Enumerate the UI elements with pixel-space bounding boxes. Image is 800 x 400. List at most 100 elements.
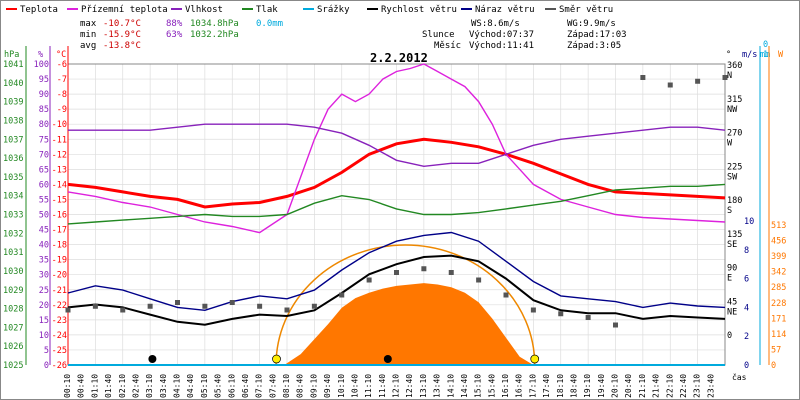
x-tick: 12:10 — [392, 374, 401, 398]
tick-pressure: 1037 — [3, 135, 23, 145]
tick-humidity: 60 — [39, 180, 49, 190]
x-tick: 01:40 — [104, 374, 113, 398]
x-tick: 09:10 — [309, 374, 318, 398]
tick-humidity: 40 — [39, 241, 49, 251]
tick-pressure: 1027 — [3, 323, 23, 333]
tick-temperature: -22 — [52, 301, 67, 311]
wind-direction-point — [394, 270, 399, 275]
wind-direction-point — [667, 82, 673, 88]
x-tick: 17:40 — [542, 374, 551, 398]
tick-pressure: 1032 — [3, 229, 23, 239]
sun-arc — [275, 244, 536, 366]
tick-humidity: 55 — [39, 195, 49, 205]
stat-min-hum: 63% — [166, 30, 183, 40]
tick-compass: SW — [727, 172, 738, 182]
series-line — [67, 254, 726, 326]
tick-temperature: -14 — [52, 180, 67, 190]
tick-compass: E — [727, 274, 732, 284]
x-tick: 13:40 — [433, 374, 442, 398]
series-line — [67, 63, 726, 234]
wind-direction-point — [339, 292, 345, 298]
tick-pressure: 1039 — [3, 98, 23, 108]
wind-direction-point — [476, 277, 482, 283]
tick-pressure: 1025 — [3, 361, 23, 371]
tick-solar: 285 — [771, 283, 786, 293]
tick-direction: 45 — [727, 297, 737, 307]
tick-humidity: 95 — [39, 75, 49, 85]
tick-temperature: -21 — [52, 286, 67, 296]
tick-direction: 0 — [727, 331, 732, 341]
chart-title: 2.2.2012 — [370, 51, 428, 65]
wind-direction-point — [120, 307, 126, 313]
axis-unit: °C — [56, 50, 66, 60]
x-tick: 07:10 — [255, 374, 264, 398]
wind-direction-point — [503, 292, 509, 298]
tick-solar: 171 — [771, 314, 786, 324]
tick-direction: 135 — [727, 230, 742, 240]
legend-label: Tlak — [256, 5, 278, 15]
x-tick: 05:10 — [200, 374, 209, 398]
x-tick: 02:10 — [118, 374, 127, 398]
tick-temperature: -12 — [52, 150, 67, 160]
x-tick: 03:10 — [145, 374, 154, 398]
x-tick: 22:10 — [665, 374, 674, 398]
tick-wind: 6 — [744, 275, 749, 285]
x-tick: 15:40 — [487, 374, 496, 398]
tick-temperature: -8 — [57, 90, 67, 100]
x-tick: 19:10 — [583, 374, 592, 398]
tick-wind: 8 — [744, 246, 749, 256]
tick-pressure: 1026 — [3, 342, 23, 352]
wind-direction-point — [585, 315, 591, 320]
tick-wind: 10 — [744, 217, 754, 227]
x-tick: 06:40 — [241, 374, 250, 398]
legend-label: Náraz větru — [475, 5, 535, 15]
x-tick: 00:40 — [77, 374, 86, 398]
series-solar-area — [284, 283, 534, 365]
tick-temperature: -15 — [52, 195, 67, 205]
tick-pressure: 1028 — [3, 305, 23, 315]
x-tick: 04:10 — [173, 374, 182, 398]
tick-humidity: 90 — [39, 90, 49, 100]
sun-marker-icon — [272, 354, 281, 364]
x-tick: 09:40 — [323, 374, 332, 398]
tick-temperature: -10 — [52, 120, 67, 130]
axis-unit: W — [778, 50, 784, 60]
x-tick: 14:40 — [460, 374, 469, 398]
tick-humidity: 20 — [39, 301, 49, 311]
x-tick: 08:40 — [296, 374, 305, 398]
x-tick: 11:10 — [364, 374, 373, 398]
legend-label: Přízemní teplota — [81, 5, 168, 15]
tick-temperature: -20 — [52, 271, 67, 281]
tick-temperature: -13 — [52, 165, 67, 175]
tick-humidity: 50 — [39, 211, 49, 221]
tick-direction: 225 — [727, 162, 742, 172]
tick-humidity: 80 — [39, 120, 49, 130]
stat-max-press: 1034.8hPa — [190, 19, 239, 29]
tick-direction: 315 — [727, 95, 742, 105]
legend-label: Teplota — [20, 5, 58, 15]
legend-label: Srážky — [317, 5, 350, 15]
tick-temperature: -6 — [57, 60, 67, 70]
stat-min-label: min — [80, 30, 96, 40]
x-tick: 18:40 — [569, 374, 578, 398]
tick-compass: NE — [727, 307, 737, 317]
wind-direction-point — [175, 300, 180, 305]
x-tick: 08:10 — [282, 374, 291, 398]
stat-min-temp: -15.9°C — [103, 30, 141, 40]
wind-direction-point — [421, 266, 427, 272]
tick-humidity: 100 — [34, 60, 49, 70]
tick-direction: 180 — [727, 196, 742, 206]
tick-wind: 0 — [744, 361, 749, 371]
tick-humidity: 65 — [39, 165, 49, 175]
tick-direction: 270 — [727, 129, 742, 139]
wind-direction-point — [695, 78, 701, 84]
x-tick: 14:10 — [446, 374, 455, 398]
tick-humidity: 75 — [39, 135, 49, 145]
tick-pressure: 1034 — [3, 192, 23, 202]
axis-unit: hPa — [4, 50, 19, 60]
tick-wind: 2 — [744, 332, 749, 342]
x-tick: 02:40 — [131, 374, 140, 398]
x-tick: 05:40 — [214, 374, 223, 398]
wind-direction-point — [613, 322, 618, 328]
